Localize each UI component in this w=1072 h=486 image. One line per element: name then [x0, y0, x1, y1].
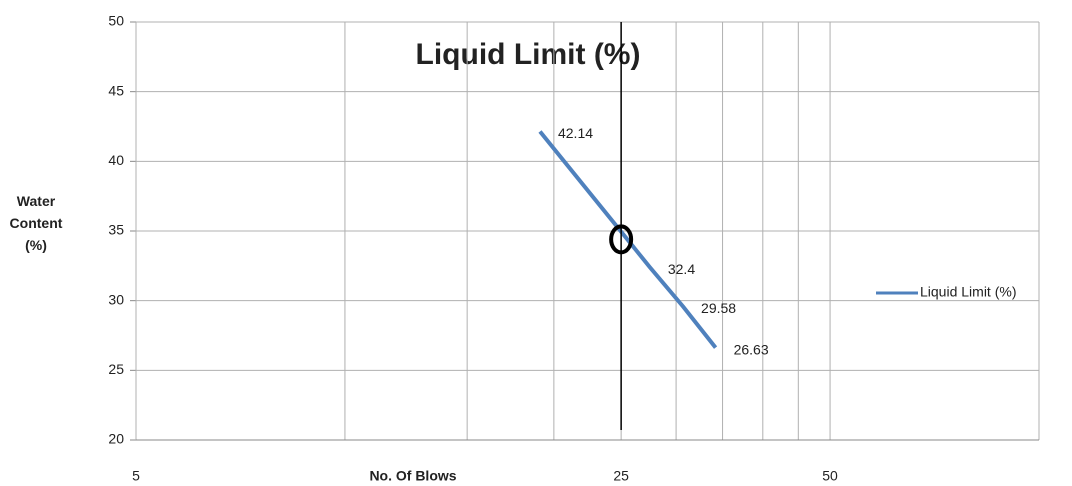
- x-tick-label: 5: [132, 468, 140, 484]
- y-tick-label: 35: [108, 222, 124, 238]
- legend-label: Liquid Limit (%): [920, 284, 1016, 300]
- y-tick-label: 40: [108, 152, 124, 168]
- y-tick-label: 50: [108, 13, 124, 29]
- data-label: 32.4: [668, 261, 695, 277]
- y-tick-label: 25: [108, 361, 124, 377]
- x-tick-label: 25: [613, 468, 629, 484]
- y-axis-label: Water Content (%): [9, 193, 63, 253]
- chart-title: Liquid Limit (%): [416, 38, 641, 71]
- y-tick-label: 30: [108, 291, 124, 307]
- data-label: 29.58: [701, 300, 736, 316]
- data-label: 26.63: [734, 341, 769, 357]
- x-tick-label: 50: [822, 468, 838, 484]
- y-tick-label: 45: [108, 82, 124, 98]
- liquid-limit-marker: [609, 224, 634, 255]
- series-line: [538, 130, 718, 349]
- x-axis-label: No. Of Blows: [369, 468, 456, 484]
- data-label: 42.14: [558, 125, 593, 141]
- y-tick-label: 20: [108, 431, 124, 447]
